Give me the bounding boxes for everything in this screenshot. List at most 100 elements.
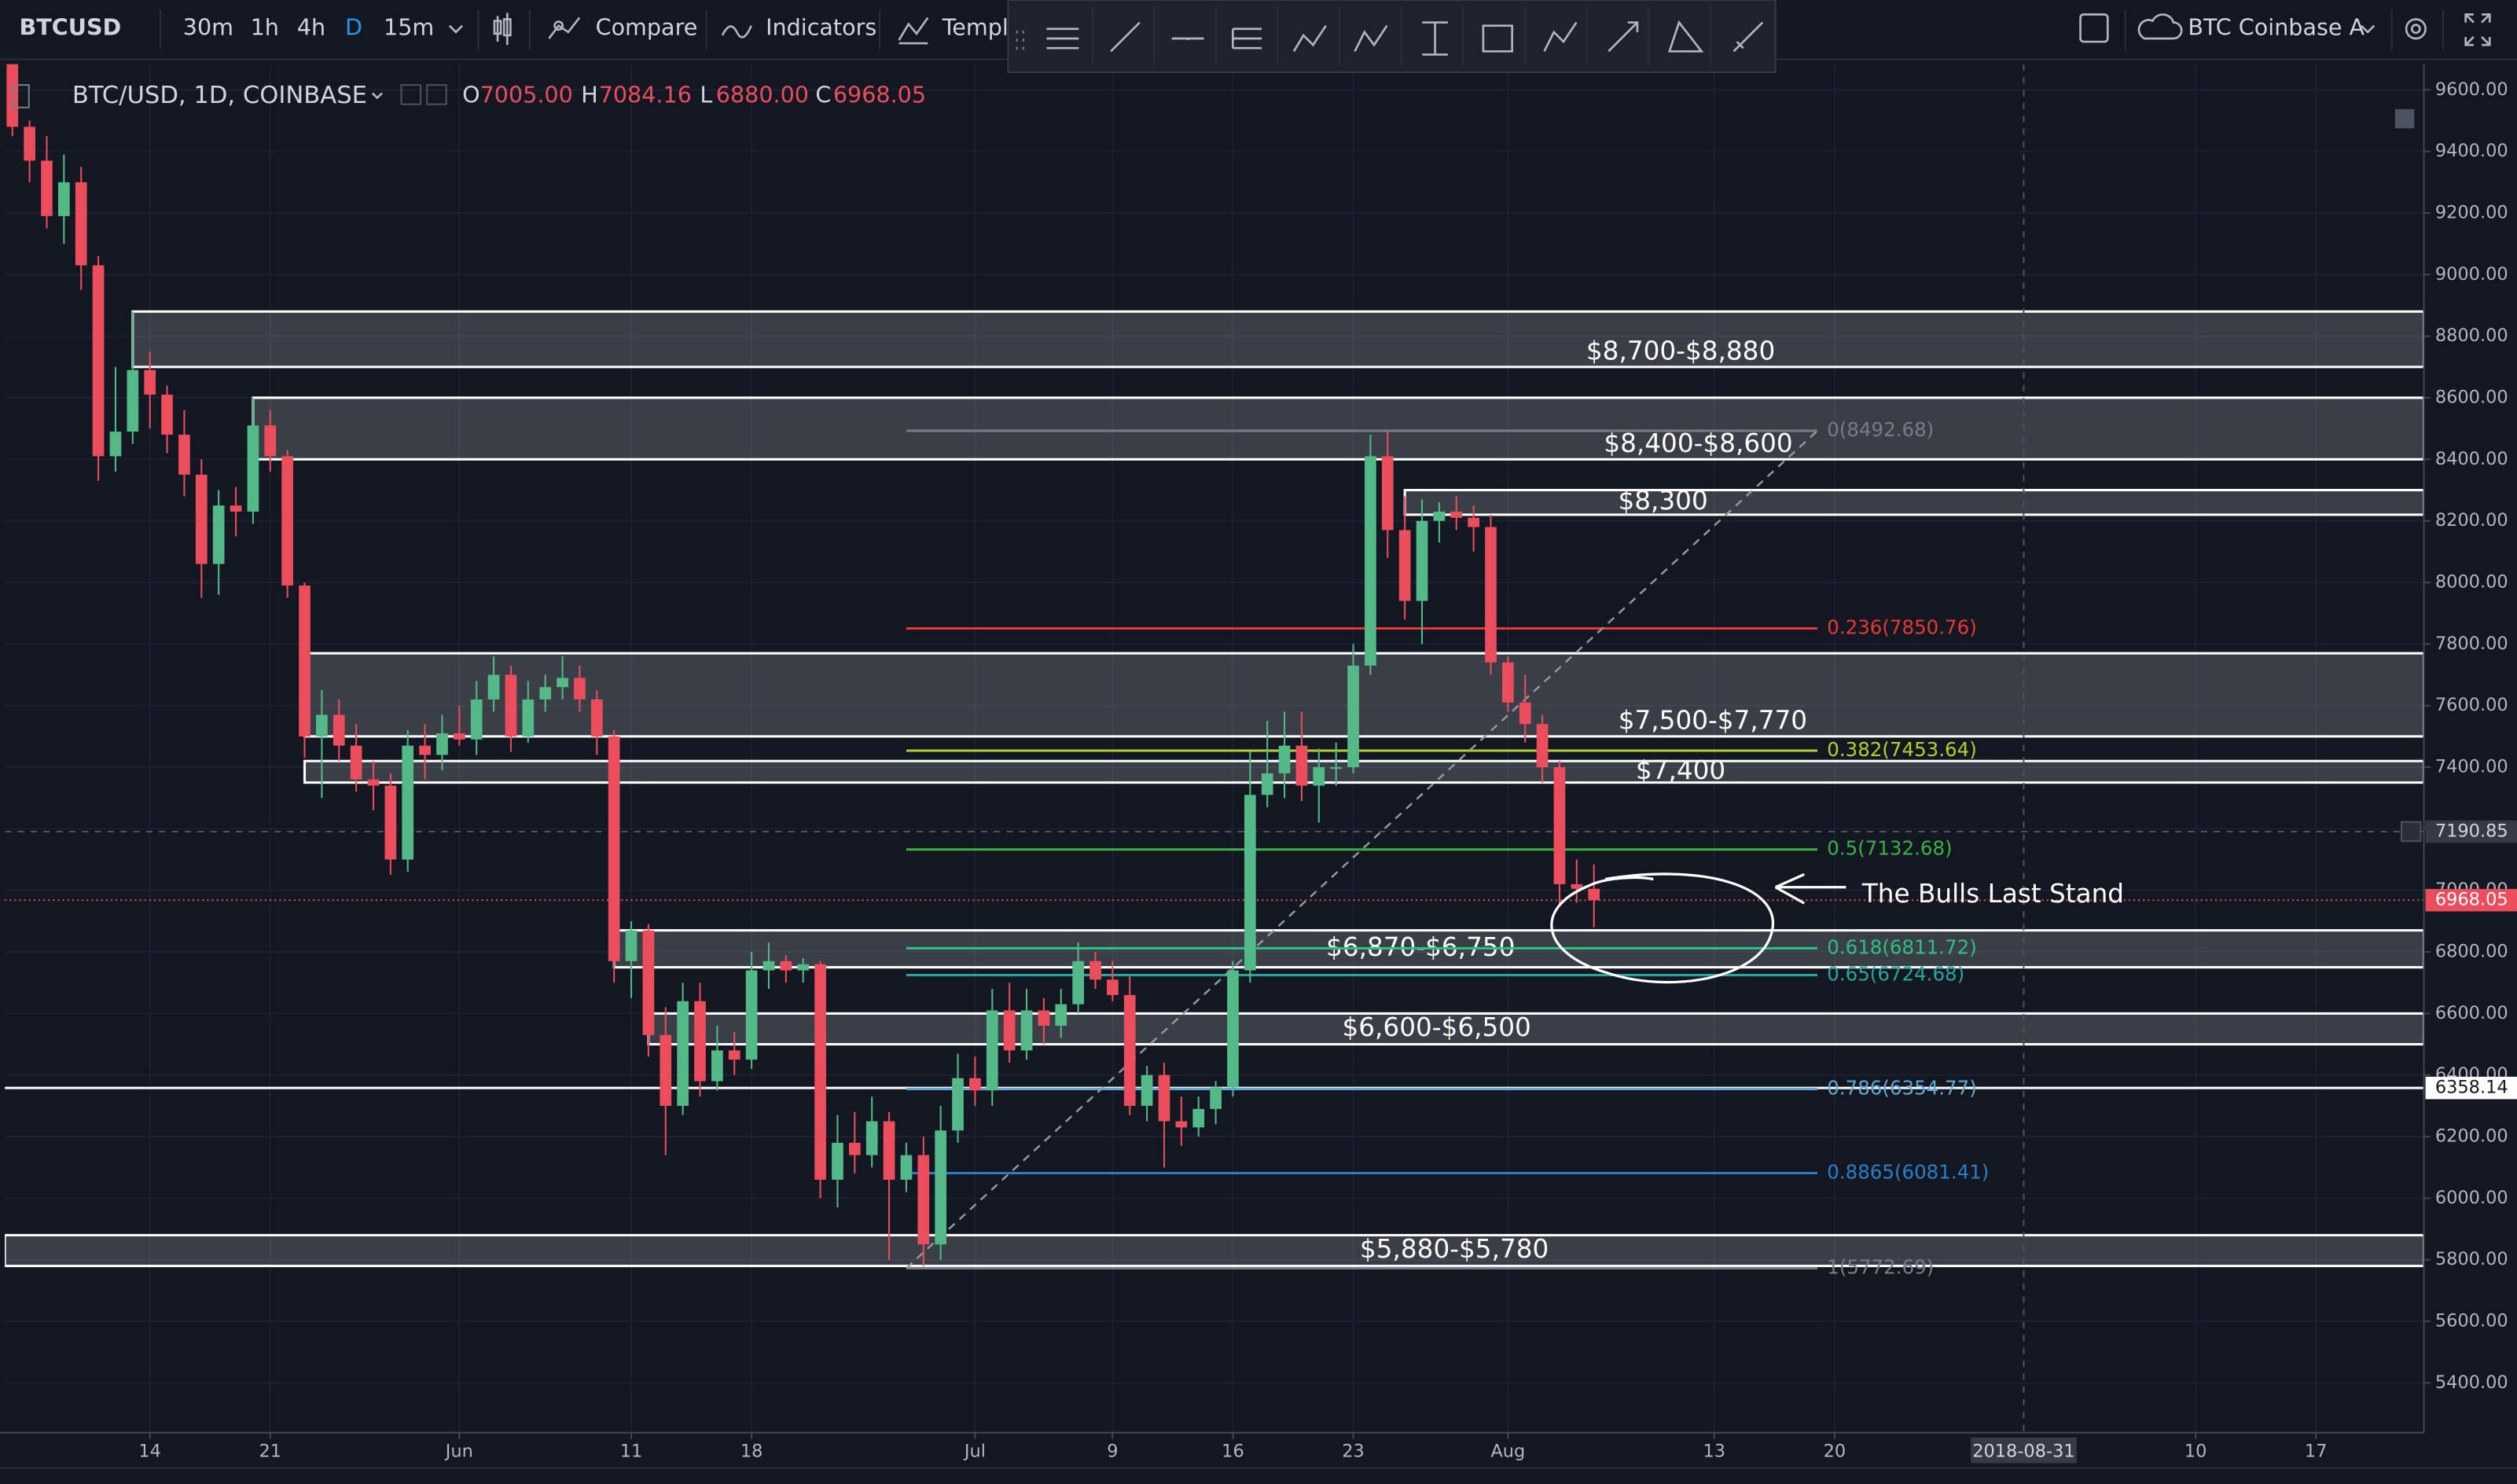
x-tick-label: 20	[1824, 1442, 1846, 1462]
legend: BTC/USD, 1D, COINBASE O 7005.00 H 7084.1…	[12, 81, 2415, 129]
candle-body	[865, 1121, 878, 1155]
zone-label: $6,600-$6,500	[1342, 1012, 1530, 1042]
legend-key: O	[462, 81, 480, 108]
layout-name[interactable]: BTC Coinbase A	[2188, 14, 2365, 41]
candle-body	[333, 714, 345, 746]
dropdown-icon[interactable]	[371, 92, 383, 100]
legend-title[interactable]: BTC/USD, 1D, COINBASE	[72, 82, 367, 109]
y-tick-label: 5800.00	[2435, 1249, 2508, 1269]
interval[interactable]: 1h	[251, 14, 279, 41]
interval[interactable]: 15m	[384, 14, 434, 41]
candle-body	[1313, 767, 1325, 786]
candle-body	[625, 930, 638, 961]
candle-body	[1227, 970, 1239, 1088]
cloud-icon[interactable]	[2137, 13, 2183, 40]
legend-handle[interactable]	[12, 84, 30, 108]
price-tag	[2425, 820, 2517, 843]
y-tick-label: 7600.00	[2435, 695, 2508, 715]
indicators-icon[interactable]	[721, 25, 752, 39]
drawing-tool[interactable]	[1110, 21, 1141, 53]
date-tag	[1971, 1437, 2077, 1464]
candle-body	[539, 687, 552, 700]
settings-icon[interactable]	[2405, 18, 2427, 40]
candle-body	[487, 674, 500, 700]
candle-body	[1175, 1121, 1188, 1128]
drawing-tool[interactable]	[1667, 20, 1704, 53]
zone-label: $5,880-$5,780	[1360, 1234, 1549, 1264]
candle-body	[1450, 511, 1463, 518]
candle-body	[935, 1130, 947, 1245]
candle-body	[780, 961, 792, 971]
price-tag-label: 7190.85	[2435, 821, 2508, 841]
chart-style-icon[interactable]	[493, 13, 512, 46]
y-tick-label: 6200.00	[2435, 1126, 2508, 1147]
fib-label: 0(8492.68)	[1827, 418, 1934, 441]
candle-body	[1381, 456, 1394, 531]
drawing-tool[interactable]	[1733, 21, 1764, 53]
legend-icon[interactable]	[400, 84, 422, 105]
interval-active[interactable]: D	[345, 14, 362, 41]
layout-icon[interactable]	[2079, 13, 2109, 43]
y-tick-label: 9200.00	[2435, 202, 2508, 222]
drawing-tool[interactable]	[1292, 24, 1327, 52]
interval[interactable]: 4h	[297, 14, 325, 41]
candle-body	[574, 678, 586, 700]
object-tree-icon[interactable]	[2394, 108, 2415, 129]
compare-button[interactable]: Compare	[596, 14, 698, 41]
candle-body	[402, 745, 414, 860]
candle-body	[608, 736, 620, 961]
candle-body	[161, 395, 173, 435]
symbol[interactable]: BTCUSD	[20, 14, 122, 41]
price-zone	[131, 310, 2424, 369]
candle-body	[1210, 1087, 1222, 1109]
candle-body	[316, 714, 328, 736]
drawing-tool[interactable]	[1171, 37, 1204, 41]
candle-body	[230, 505, 242, 512]
candle-body	[1485, 527, 1497, 663]
candle-body	[178, 435, 190, 475]
price-zone	[1403, 488, 2424, 516]
drawing-tool[interactable]	[1231, 28, 1262, 50]
candle-body	[1278, 745, 1291, 773]
price-zone	[303, 759, 2424, 784]
candle-body	[557, 678, 568, 688]
legend-key: C	[815, 81, 831, 108]
plot-area: $8,700-$8,880 $8,400-$8,600 $8,300 $7,500-$…	[5, 64, 2424, 1433]
candle-body	[900, 1155, 913, 1180]
y-tick-label: 5400.00	[2435, 1372, 2508, 1393]
price-zone	[5, 1233, 2424, 1268]
candle-body	[1003, 1010, 1016, 1051]
date-tag-label: 2018-08-31	[1972, 1442, 2074, 1462]
candle-body	[75, 182, 87, 266]
indicators-button[interactable]: Indicators	[766, 14, 876, 41]
dropdown-icon[interactable]	[448, 24, 464, 34]
drawing-tool[interactable]	[1354, 24, 1388, 52]
x-tick-label: Aug	[1490, 1442, 1525, 1462]
fib-trend-line	[906, 430, 1818, 1269]
dropdown-icon[interactable]	[2360, 24, 2376, 34]
candle-body	[590, 699, 603, 736]
candle-body	[1365, 456, 1376, 666]
price-zone	[303, 652, 2424, 738]
candle-body	[1261, 773, 1273, 795]
drawing-tool[interactable]	[1046, 28, 1079, 50]
fullscreen-icon[interactable]	[2464, 13, 2491, 46]
candle-body	[848, 1142, 861, 1155]
drawing-tool[interactable]	[1608, 21, 1639, 53]
candle-body	[1519, 702, 1531, 725]
candle-body	[762, 961, 775, 971]
interval[interactable]: 30m	[183, 14, 233, 41]
annotation: The Bulls Last Stand	[1550, 872, 2124, 984]
legend-icon[interactable]	[426, 84, 447, 105]
drawing-tool[interactable]	[1543, 21, 1578, 52]
compare-icon[interactable]	[548, 17, 581, 39]
y-tick-label: 8000.00	[2435, 572, 2508, 593]
candle-body	[917, 1155, 930, 1245]
templates-icon[interactable]	[898, 17, 929, 45]
y-tick-label: 9600.00	[2435, 79, 2508, 100]
candle-body	[1089, 961, 1101, 980]
drawing-tool[interactable]	[1482, 24, 1513, 53]
drawing-tool[interactable]	[1422, 21, 1448, 56]
candle-body	[1192, 1108, 1205, 1128]
